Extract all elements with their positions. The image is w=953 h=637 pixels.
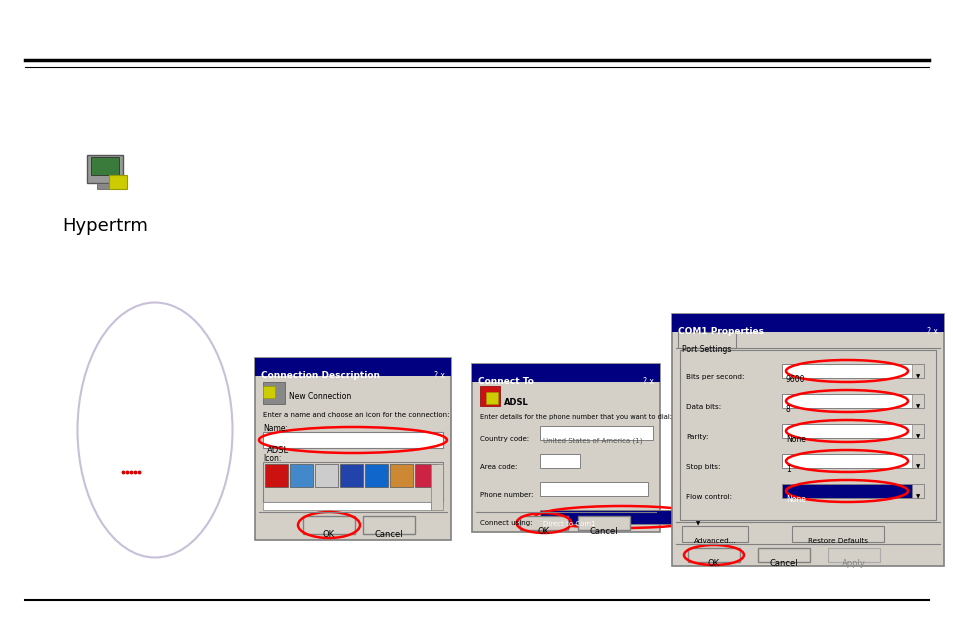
- Text: OK: OK: [323, 530, 335, 539]
- Text: 8: 8: [785, 405, 790, 414]
- Bar: [254, 358, 451, 540]
- Bar: [415, 464, 437, 487]
- Text: Enter a name and choose an icon for the connection:: Enter a name and choose an icon for the …: [263, 412, 449, 418]
- Text: Connect using:: Connect using:: [479, 520, 532, 526]
- Text: None: None: [785, 435, 805, 444]
- Text: ▼: ▼: [695, 521, 700, 526]
- Text: 9600: 9600: [785, 375, 804, 384]
- Bar: [263, 432, 442, 448]
- Bar: [687, 548, 740, 562]
- Bar: [263, 502, 431, 510]
- Bar: [363, 516, 415, 534]
- Bar: [263, 382, 285, 404]
- Text: Bits per second:: Bits per second:: [685, 374, 743, 380]
- Text: ▼: ▼: [915, 464, 919, 469]
- Bar: [314, 464, 337, 487]
- Bar: [911, 394, 923, 408]
- Text: Area code:: Area code:: [479, 464, 517, 470]
- Text: OK: OK: [707, 559, 720, 568]
- Bar: [263, 386, 274, 398]
- Text: United States of America (1): United States of America (1): [542, 437, 641, 443]
- Text: ADSL: ADSL: [503, 398, 528, 407]
- Text: Restore Defaults: Restore Defaults: [807, 538, 867, 544]
- Bar: [781, 364, 923, 378]
- Text: Icon:: Icon:: [263, 454, 281, 463]
- Bar: [303, 516, 355, 534]
- Text: Advanced...: Advanced...: [693, 538, 736, 544]
- Bar: [91, 157, 119, 175]
- Text: None: None: [785, 495, 805, 504]
- Text: Name:: Name:: [263, 424, 288, 433]
- Text: ? x: ? x: [926, 327, 937, 336]
- Bar: [539, 454, 579, 468]
- Text: OK: OK: [537, 527, 550, 536]
- Bar: [911, 484, 923, 498]
- Bar: [781, 484, 923, 498]
- Bar: [479, 386, 499, 406]
- Bar: [431, 464, 442, 510]
- Text: ▼: ▼: [915, 494, 919, 499]
- Bar: [472, 364, 659, 382]
- Bar: [365, 464, 388, 487]
- Text: Cancel: Cancel: [375, 530, 403, 539]
- Bar: [109, 175, 127, 189]
- Text: Cancel: Cancel: [769, 559, 798, 568]
- Bar: [97, 183, 112, 189]
- Bar: [87, 155, 123, 183]
- Bar: [263, 462, 442, 502]
- Text: ▼: ▼: [915, 434, 919, 439]
- Text: Direct to Com1: Direct to Com1: [542, 521, 595, 527]
- Bar: [390, 464, 413, 487]
- Bar: [339, 464, 363, 487]
- Bar: [791, 526, 883, 542]
- Text: Country code:: Country code:: [479, 436, 529, 442]
- Text: Stop bits:: Stop bits:: [685, 464, 720, 470]
- Bar: [671, 314, 943, 566]
- Bar: [519, 516, 567, 530]
- Bar: [691, 510, 703, 524]
- Text: Parity:: Parity:: [685, 434, 708, 440]
- Text: Enter details for the phone number that you want to dial:: Enter details for the phone number that …: [479, 414, 671, 420]
- Bar: [827, 548, 879, 562]
- Bar: [539, 510, 703, 524]
- Bar: [290, 464, 313, 487]
- Bar: [758, 548, 809, 562]
- Text: 1: 1: [785, 465, 790, 474]
- Text: New Connection: New Connection: [289, 392, 351, 401]
- Text: ▼: ▼: [915, 404, 919, 409]
- Bar: [781, 394, 923, 408]
- Text: Cancel: Cancel: [589, 527, 618, 536]
- Bar: [911, 454, 923, 468]
- Bar: [781, 454, 923, 468]
- Text: Phone number:: Phone number:: [479, 492, 533, 498]
- Bar: [911, 424, 923, 438]
- Text: ? x: ? x: [434, 371, 444, 380]
- Bar: [539, 482, 647, 496]
- Text: Hypertrm: Hypertrm: [62, 217, 148, 235]
- Text: ▼: ▼: [915, 374, 919, 379]
- Bar: [472, 364, 659, 532]
- Bar: [911, 364, 923, 378]
- Text: ? x: ? x: [642, 377, 654, 386]
- Bar: [485, 392, 497, 404]
- Bar: [671, 314, 943, 332]
- Bar: [578, 516, 629, 530]
- Text: COM1 Properties: COM1 Properties: [678, 327, 763, 336]
- Bar: [265, 464, 288, 487]
- Text: Flow control:: Flow control:: [685, 494, 731, 500]
- Bar: [781, 424, 923, 438]
- Bar: [254, 358, 451, 376]
- Text: Port Settings: Port Settings: [681, 345, 731, 354]
- Text: Connection Description: Connection Description: [261, 371, 379, 380]
- Text: ADSL: ADSL: [267, 446, 289, 455]
- Bar: [679, 350, 935, 520]
- Bar: [678, 332, 735, 348]
- Text: Data bits:: Data bits:: [685, 404, 720, 410]
- Text: Connect To: Connect To: [477, 377, 534, 386]
- Bar: [539, 426, 652, 440]
- Text: Apply: Apply: [841, 559, 865, 568]
- Bar: [681, 526, 747, 542]
